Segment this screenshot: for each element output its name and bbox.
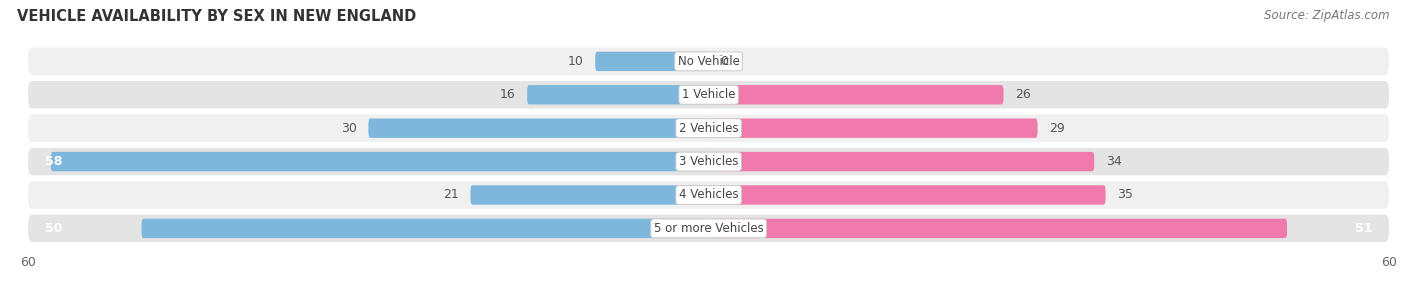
FancyBboxPatch shape <box>142 219 709 238</box>
FancyBboxPatch shape <box>28 181 1389 209</box>
FancyBboxPatch shape <box>28 148 1389 175</box>
FancyBboxPatch shape <box>709 118 1038 138</box>
FancyBboxPatch shape <box>709 152 1094 171</box>
Text: 30: 30 <box>342 122 357 135</box>
Text: 58: 58 <box>45 155 62 168</box>
Text: 3 Vehicles: 3 Vehicles <box>679 155 738 168</box>
Text: 50: 50 <box>45 222 63 235</box>
Text: VEHICLE AVAILABILITY BY SEX IN NEW ENGLAND: VEHICLE AVAILABILITY BY SEX IN NEW ENGLA… <box>17 9 416 24</box>
Text: 0: 0 <box>720 55 728 68</box>
Text: 5 or more Vehicles: 5 or more Vehicles <box>654 222 763 235</box>
Text: 34: 34 <box>1105 155 1122 168</box>
FancyBboxPatch shape <box>51 152 709 171</box>
FancyBboxPatch shape <box>28 114 1389 142</box>
Text: Source: ZipAtlas.com: Source: ZipAtlas.com <box>1264 9 1389 22</box>
Text: 35: 35 <box>1116 188 1133 202</box>
FancyBboxPatch shape <box>595 52 709 71</box>
Text: 4 Vehicles: 4 Vehicles <box>679 188 738 202</box>
Text: 29: 29 <box>1049 122 1064 135</box>
FancyBboxPatch shape <box>28 215 1389 242</box>
FancyBboxPatch shape <box>709 219 1286 238</box>
Text: 26: 26 <box>1015 88 1031 101</box>
FancyBboxPatch shape <box>368 118 709 138</box>
FancyBboxPatch shape <box>527 85 709 104</box>
Text: 21: 21 <box>443 188 460 202</box>
Text: 1 Vehicle: 1 Vehicle <box>682 88 735 101</box>
FancyBboxPatch shape <box>28 81 1389 109</box>
Text: 10: 10 <box>568 55 583 68</box>
FancyBboxPatch shape <box>28 48 1389 75</box>
FancyBboxPatch shape <box>709 85 1004 104</box>
Text: 2 Vehicles: 2 Vehicles <box>679 122 738 135</box>
FancyBboxPatch shape <box>471 185 709 205</box>
Text: 16: 16 <box>501 88 516 101</box>
Text: 51: 51 <box>1354 222 1372 235</box>
FancyBboxPatch shape <box>709 185 1105 205</box>
Text: No Vehicle: No Vehicle <box>678 55 740 68</box>
